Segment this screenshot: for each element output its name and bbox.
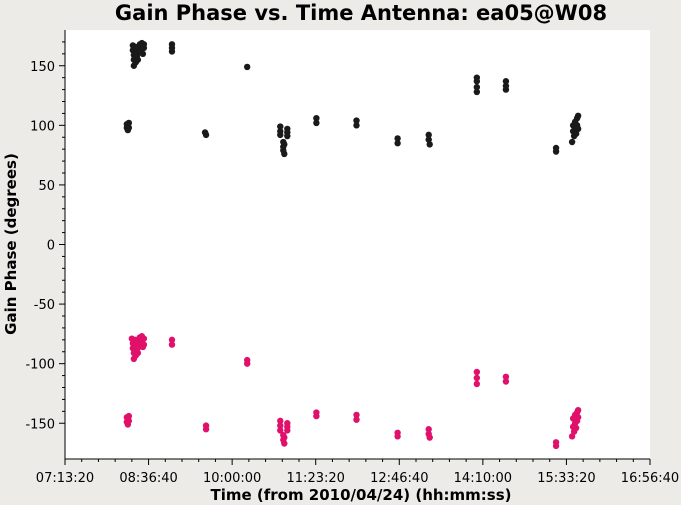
data-point xyxy=(473,380,481,388)
data-point xyxy=(281,141,288,148)
data-point xyxy=(552,148,560,155)
data-point xyxy=(574,125,582,133)
data-point xyxy=(140,341,148,348)
y-axis-label: Gain Phase (degrees) xyxy=(2,153,20,335)
data-point xyxy=(281,150,288,158)
data-point xyxy=(574,112,582,120)
data-point xyxy=(243,63,251,71)
data-point xyxy=(574,406,582,414)
data-point xyxy=(277,422,284,429)
data-point xyxy=(168,48,176,55)
x-axis-label: Time (from 2010/04/24) (hh:mm:ss) xyxy=(210,486,511,504)
y-tick-label: -150 xyxy=(25,417,55,432)
plot-area xyxy=(65,30,650,459)
data-point xyxy=(168,341,176,348)
data-point xyxy=(426,141,433,148)
data-point xyxy=(125,119,133,127)
x-tick-label: 12:46:40 xyxy=(370,471,428,486)
data-point xyxy=(426,434,433,441)
data-point xyxy=(125,124,133,131)
data-point xyxy=(353,122,360,129)
x-tick-label: 16:56:40 xyxy=(621,471,679,486)
data-point xyxy=(202,131,210,139)
data-point xyxy=(394,140,401,147)
y-tick-label: -50 xyxy=(34,298,55,313)
data-point xyxy=(168,336,176,344)
y-tick-label: 0 xyxy=(47,239,55,254)
y-axis-ticks: 150 100 50 0 -50 -100 -150 xyxy=(25,41,65,432)
data-point xyxy=(313,119,320,127)
data-points xyxy=(123,39,582,450)
data-point xyxy=(502,373,510,380)
data-point xyxy=(473,84,481,91)
data-point xyxy=(243,360,251,367)
data-point xyxy=(277,427,284,434)
data-point xyxy=(277,123,284,130)
data-point xyxy=(277,131,284,139)
data-point xyxy=(502,378,510,385)
x-axis-ticks: 07:13:20 08:36:40 10:00:00 11:23:20 12:46:40… xyxy=(36,459,679,486)
data-point xyxy=(284,427,291,434)
x-tick-label: 14:10:00 xyxy=(454,471,512,486)
data-point xyxy=(425,131,432,139)
data-point xyxy=(425,136,432,143)
y-tick-label: 150 xyxy=(30,60,55,75)
data-point xyxy=(394,433,401,440)
data-point xyxy=(139,50,147,58)
y-tick-label: 50 xyxy=(38,179,55,194)
data-point xyxy=(353,411,360,419)
x-tick-label: 10:00:00 xyxy=(203,471,261,486)
y-tick-label: 100 xyxy=(30,119,55,134)
data-point xyxy=(552,442,560,450)
data-point xyxy=(134,56,142,63)
data-point xyxy=(277,417,284,425)
data-point xyxy=(473,88,481,96)
y-tick-label: -100 xyxy=(25,358,55,373)
data-point xyxy=(281,440,288,447)
chart-title: Gain Phase vs. Time Antenna: ea05@W08 xyxy=(115,1,607,25)
data-point xyxy=(125,412,133,420)
data-point xyxy=(281,434,288,441)
x-tick-label: 15:33:20 xyxy=(537,471,595,486)
x-tick-label: 11:23:20 xyxy=(287,471,345,486)
data-point xyxy=(473,374,481,382)
data-point xyxy=(473,78,481,85)
data-point xyxy=(125,417,133,425)
data-point xyxy=(313,412,320,420)
data-point xyxy=(313,114,320,122)
data-point xyxy=(425,426,432,433)
data-point xyxy=(572,424,580,432)
data-point xyxy=(502,78,510,85)
data-point xyxy=(473,368,481,376)
data-point xyxy=(394,135,401,142)
data-point xyxy=(574,414,582,421)
data-point xyxy=(140,44,148,52)
data-point xyxy=(353,117,360,124)
x-tick-label: 07:13:20 xyxy=(36,471,94,486)
x-tick-label: 08:36:40 xyxy=(119,471,177,486)
data-point xyxy=(202,426,210,433)
data-point xyxy=(134,349,142,357)
data-point xyxy=(284,132,291,140)
data-point xyxy=(140,335,148,342)
data-point xyxy=(568,138,576,146)
data-point xyxy=(502,86,510,93)
data-point xyxy=(353,416,360,423)
